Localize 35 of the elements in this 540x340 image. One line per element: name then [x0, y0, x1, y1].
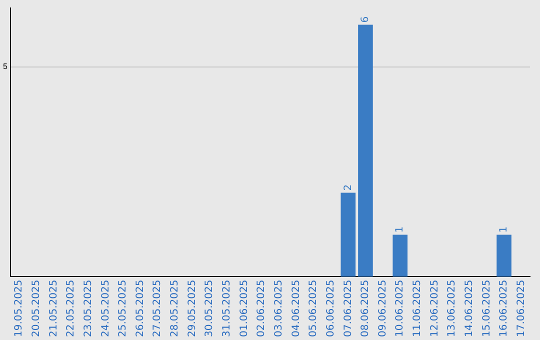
- data-label: 1: [498, 226, 510, 233]
- data-label: 2: [342, 184, 354, 191]
- x-tick-label: 24.05.2025: [100, 280, 112, 338]
- x-tick-label: 11.06.2025: [412, 280, 424, 338]
- x-tick-label: 05.06.2025: [308, 280, 320, 338]
- x-tick-label: 03.06.2025: [273, 280, 284, 338]
- y-tick-label: 5: [2, 62, 8, 71]
- x-tick-label: 31.05.2025: [222, 280, 233, 338]
- x-tick-label: 01.06.2025: [238, 280, 250, 338]
- x-tick-label: 29.05.2025: [186, 280, 198, 338]
- x-tick-label: 10.06.2025: [394, 280, 406, 338]
- x-tick-label: 07.06.2025: [342, 280, 354, 338]
- x-tick-label: 16.06.2025: [498, 280, 510, 338]
- x-tick-label: 08.06.2025: [360, 280, 372, 338]
- x-tick-label: 19.05.2025: [14, 280, 25, 338]
- x-tick-label: 14.06.2025: [464, 280, 475, 338]
- x-tick-label: 28.05.2025: [170, 280, 181, 338]
- x-tick-label: 12.06.2025: [429, 280, 440, 338]
- data-label: 6: [360, 16, 372, 23]
- x-tick-label: 23.05.2025: [82, 280, 94, 338]
- data-label: 1: [394, 226, 406, 233]
- x-tick-label: 26.05.2025: [134, 280, 146, 338]
- x-tick-label: 02.06.2025: [256, 280, 268, 338]
- x-tick-label: 27.05.2025: [152, 280, 164, 338]
- x-tick-label: 17.06.2025: [516, 280, 527, 338]
- x-tick-label: 30.05.2025: [204, 280, 216, 338]
- x-tick-label: 04.06.2025: [290, 280, 302, 338]
- x-tick-label: 25.05.2025: [118, 280, 129, 338]
- x-tick-label: 22.05.2025: [66, 280, 77, 338]
- x-tick-label: 20.05.2025: [31, 280, 42, 338]
- x-tick-label: 21.05.2025: [48, 280, 60, 338]
- x-tick-label: 15.06.2025: [481, 280, 492, 338]
- x-tick-label: 13.06.2025: [446, 280, 458, 338]
- x-tick-label: 06.06.2025: [325, 280, 336, 338]
- x-tick-label: 09.06.2025: [377, 280, 388, 338]
